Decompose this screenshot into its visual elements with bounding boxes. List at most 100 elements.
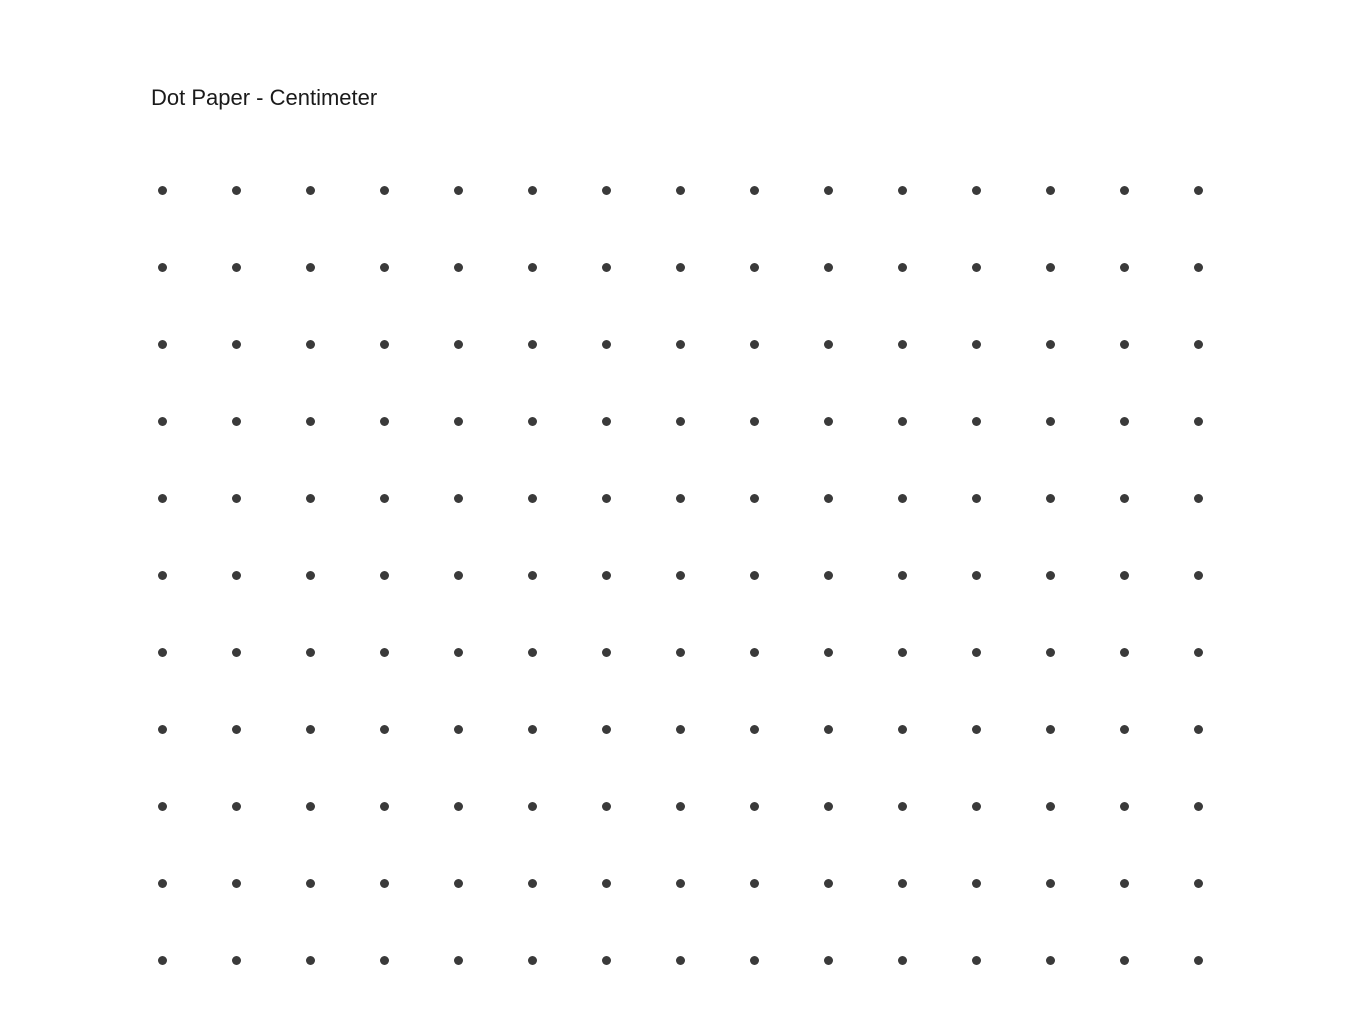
grid-dot — [1194, 956, 1203, 965]
grid-dot — [158, 879, 167, 888]
grid-dot — [232, 956, 241, 965]
grid-dot — [306, 571, 315, 580]
grid-dot — [898, 186, 907, 195]
grid-dot — [750, 725, 759, 734]
grid-dot — [750, 648, 759, 657]
grid-dot — [676, 571, 685, 580]
grid-dot — [1194, 417, 1203, 426]
grid-dot — [158, 263, 167, 272]
grid-dot — [380, 956, 389, 965]
grid-dot — [1046, 263, 1055, 272]
grid-dot — [306, 879, 315, 888]
grid-dot — [676, 802, 685, 811]
grid-dot — [602, 648, 611, 657]
grid-dot — [750, 494, 759, 503]
grid-dot — [602, 956, 611, 965]
grid-dot — [676, 648, 685, 657]
grid-dot — [306, 648, 315, 657]
grid-dot — [1120, 571, 1129, 580]
grid-dot — [158, 571, 167, 580]
grid-dot — [676, 263, 685, 272]
grid-dot — [602, 571, 611, 580]
grid-dot — [528, 802, 537, 811]
grid-dot — [528, 340, 537, 349]
grid-dot — [972, 802, 981, 811]
grid-dot — [898, 571, 907, 580]
grid-dot — [528, 879, 537, 888]
grid-dot — [1046, 879, 1055, 888]
grid-dot — [750, 186, 759, 195]
grid-dot — [528, 725, 537, 734]
grid-dot — [602, 725, 611, 734]
grid-dot — [232, 494, 241, 503]
grid-dot — [528, 956, 537, 965]
grid-dot — [676, 340, 685, 349]
grid-dot — [306, 802, 315, 811]
grid-dot — [1046, 571, 1055, 580]
grid-dot — [1046, 725, 1055, 734]
grid-dot — [972, 879, 981, 888]
grid-dot — [676, 186, 685, 195]
grid-dot — [1194, 186, 1203, 195]
grid-dot — [380, 263, 389, 272]
grid-dot — [1120, 879, 1129, 888]
grid-dot — [306, 340, 315, 349]
grid-dot — [898, 263, 907, 272]
grid-dot — [676, 417, 685, 426]
grid-dot — [1046, 956, 1055, 965]
grid-dot — [972, 571, 981, 580]
grid-dot — [528, 186, 537, 195]
grid-dot — [602, 263, 611, 272]
grid-dot — [972, 725, 981, 734]
grid-dot — [1046, 648, 1055, 657]
grid-dot — [306, 417, 315, 426]
grid-dot — [380, 802, 389, 811]
grid-dot — [158, 648, 167, 657]
page: Dot Paper - Centimeter — [0, 0, 1355, 1022]
grid-dot — [1120, 802, 1129, 811]
grid-dot — [676, 956, 685, 965]
grid-dot — [232, 879, 241, 888]
grid-dot — [676, 494, 685, 503]
grid-dot — [454, 263, 463, 272]
grid-dot — [380, 186, 389, 195]
grid-dot — [528, 417, 537, 426]
grid-dot — [1120, 648, 1129, 657]
grid-dot — [972, 956, 981, 965]
grid-dot — [898, 879, 907, 888]
grid-dot — [750, 417, 759, 426]
grid-dot — [750, 340, 759, 349]
grid-dot — [158, 494, 167, 503]
grid-dot — [380, 648, 389, 657]
grid-dot — [898, 417, 907, 426]
grid-dot — [898, 725, 907, 734]
grid-dot — [454, 340, 463, 349]
grid-dot — [454, 186, 463, 195]
grid-dot — [158, 340, 167, 349]
grid-dot — [1194, 648, 1203, 657]
grid-dot — [380, 725, 389, 734]
grid-dot — [824, 725, 833, 734]
grid-dot — [380, 571, 389, 580]
grid-dot — [454, 417, 463, 426]
page-title: Dot Paper - Centimeter — [151, 85, 377, 111]
grid-dot — [232, 802, 241, 811]
grid-dot — [824, 879, 833, 888]
grid-dot — [528, 571, 537, 580]
grid-dot — [158, 725, 167, 734]
grid-dot — [602, 802, 611, 811]
grid-dot — [454, 648, 463, 657]
grid-dot — [1120, 725, 1129, 734]
grid-dot — [824, 571, 833, 580]
grid-dot — [306, 956, 315, 965]
grid-dot — [750, 956, 759, 965]
grid-dot — [602, 340, 611, 349]
grid-dot — [1120, 340, 1129, 349]
grid-dot — [824, 340, 833, 349]
grid-dot — [972, 263, 981, 272]
grid-dot — [1046, 494, 1055, 503]
grid-dot — [972, 417, 981, 426]
grid-dot — [1194, 263, 1203, 272]
grid-dot — [380, 494, 389, 503]
grid-dot — [454, 725, 463, 734]
